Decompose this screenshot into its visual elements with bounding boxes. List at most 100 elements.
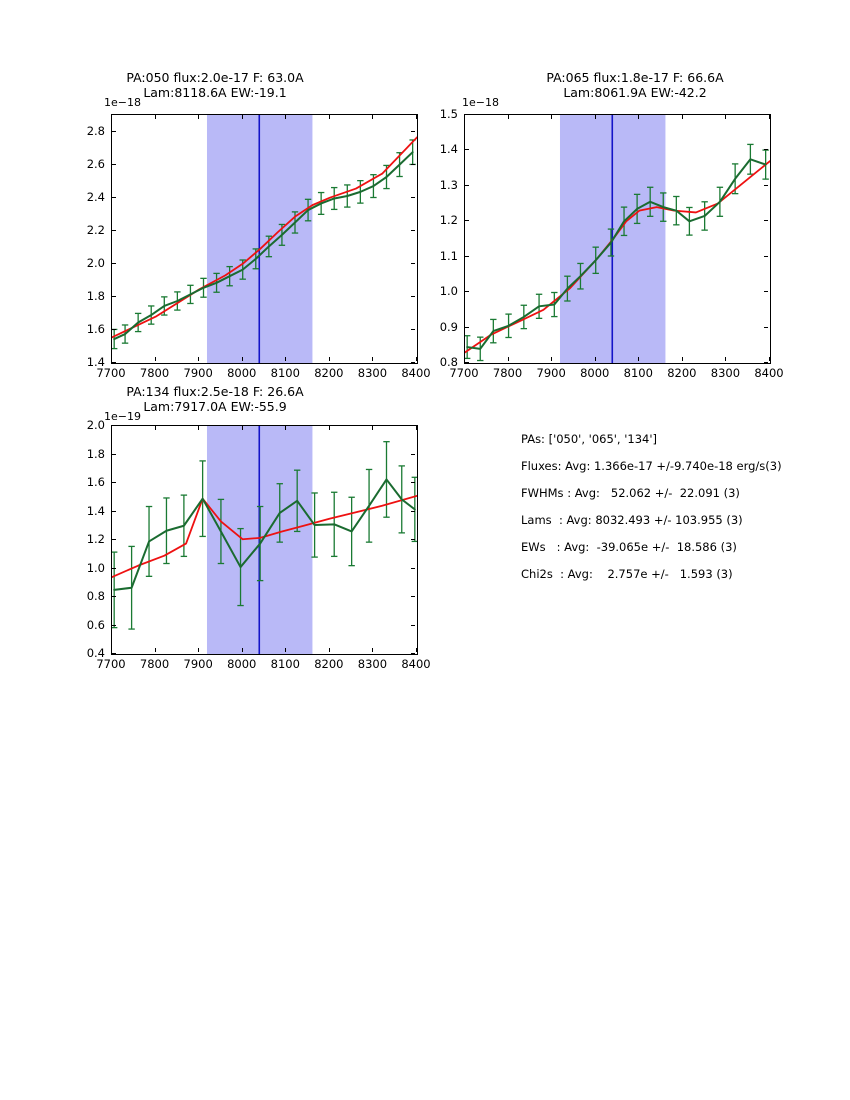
y-axis-tick-label: 1.6 (86, 321, 105, 336)
x-axis-tick (638, 115, 640, 119)
y-axis-tick-label: 1.5 (439, 107, 458, 121)
x-axis-tick-label: 8400 (401, 657, 431, 671)
y-axis-tick (411, 196, 415, 198)
y-axis-tick-label: 1.6 (86, 475, 105, 489)
y-axis-tick (411, 425, 415, 426)
x-axis-tick (372, 426, 374, 430)
y-axis-tick-label: 0.9 (439, 319, 458, 334)
y-axis-tick (112, 362, 116, 363)
x-axis-tick (111, 357, 112, 361)
x-axis-tick (769, 357, 770, 361)
x-axis-tick (241, 648, 243, 652)
observed-spectrum-line (113, 151, 414, 341)
y-axis-tick-label: 1.2 (86, 532, 105, 546)
x-axis-tick (464, 357, 465, 361)
x-axis-tick-label: 7800 (139, 366, 170, 380)
y-axis-tick (764, 114, 768, 115)
y-axis-tick (112, 596, 116, 597)
x-axis-tick-label: 8300 (357, 366, 388, 380)
x-axis-tick (198, 357, 200, 361)
y-axis-tick (411, 653, 415, 654)
x-axis-tick (285, 115, 287, 119)
observed-spectrum-line (466, 158, 767, 350)
y-axis-tick (112, 196, 116, 198)
y-axis-tick-label: 1.0 (439, 284, 458, 299)
x-axis-tick (241, 115, 243, 119)
stats-line-pas: PAs: ['050', '065', '134'] (521, 432, 658, 446)
y-axis-tick (112, 295, 116, 297)
y-axis-tick (764, 149, 768, 151)
x-axis-tick (507, 357, 509, 361)
x-axis-tick-label: 8300 (710, 366, 741, 380)
x-axis-tick-label: 8000 (580, 366, 610, 380)
panel-title-line1: PA:065 flux:1.8e-17 F: 66.6A (546, 70, 724, 85)
x-axis-tick (111, 648, 112, 652)
stats-line-fwhms: FWHMs : Avg: 52.062 +/- 22.091 (3) (521, 486, 740, 500)
x-axis-tick (198, 115, 200, 119)
x-axis-tick-label: 8200 (314, 657, 344, 671)
x-axis-tick-label: 8400 (401, 366, 431, 380)
plot-area-pa-065[interactable] (464, 114, 771, 364)
y-axis-tick (112, 262, 116, 264)
y-axis-tick-label: 1.2 (439, 213, 458, 228)
y-axis-tick (465, 220, 469, 222)
y-axis-tick (112, 328, 116, 330)
x-axis-tick (725, 115, 727, 119)
x-axis-tick (111, 115, 112, 119)
y-axis-tick (112, 567, 116, 569)
y-axis-tick-label: 1.4 (86, 503, 105, 518)
y-axis-tick (112, 653, 116, 654)
y-axis-tick (764, 326, 768, 328)
x-axis-tick (241, 426, 243, 430)
y-axis-tick (112, 130, 116, 132)
x-axis-tick-label: 8100 (623, 366, 653, 380)
x-axis-tick (594, 357, 596, 361)
x-axis-tick (416, 357, 417, 361)
y-axis-tick (764, 291, 768, 293)
panel-title-line2: Lam:8061.9A EW:-42.2 (563, 85, 707, 100)
x-axis-tick-label: 7900 (183, 366, 213, 380)
x-axis-tick (328, 648, 330, 652)
plot-area-pa-050[interactable] (111, 114, 418, 364)
y-axis-tick (411, 624, 415, 626)
y-axis-tick-label: 0.8 (439, 355, 458, 369)
chart-svg (465, 115, 770, 363)
y-axis-tick-label: 0.4 (86, 646, 105, 660)
y-axis-tick-label: 2.0 (86, 418, 105, 432)
y-axis-tick (411, 482, 415, 483)
y-axis-tick-label: 1.3 (439, 177, 458, 192)
x-axis-tick (416, 426, 417, 430)
y-axis-tick-label: 1.4 (86, 355, 105, 369)
stats-line-lams: Lams : Avg: 8032.493 +/- 103.955 (3) (521, 513, 743, 527)
x-axis-tick-label: 8400 (754, 366, 784, 380)
x-axis-tick (328, 115, 330, 119)
y-axis-tick (411, 510, 415, 512)
y-axis-tick-label: 2.8 (86, 123, 105, 138)
panel-pa-050: PA:050 flux:2.0e-17 F: 63.0A Lam:8118.6A… (0, 0, 431, 380)
plot-area-pa-134[interactable] (111, 425, 418, 655)
x-axis-tick (328, 357, 330, 361)
observed-spectrum-line (113, 478, 416, 591)
x-axis-tick-label: 7900 (183, 657, 213, 671)
y-axis-tick-label: 0.8 (86, 589, 105, 603)
y-axis-tick (411, 130, 415, 132)
y-axis-offset-label: 1e−18 (104, 96, 141, 109)
y-axis-tick (465, 326, 469, 328)
y-axis-tick (764, 255, 768, 257)
x-axis-tick-label: 8000 (227, 657, 257, 671)
x-axis-tick (285, 648, 287, 652)
panel-title-line1: PA:050 flux:2.0e-17 F: 63.0A (126, 70, 304, 85)
x-axis-tick-label: 7700 (449, 366, 479, 380)
y-axis-tick-label: 1.8 (86, 446, 105, 461)
stats-line-fluxes: Fluxes: Avg: 1.366e-17 +/-9.740e-18 erg/… (521, 459, 782, 473)
y-axis-tick (764, 220, 768, 222)
y-axis-tick-label: 2.0 (86, 255, 105, 270)
model-fit-line (112, 494, 417, 578)
x-axis-tick-label: 7800 (492, 366, 523, 380)
y-axis-tick-label: 1.1 (439, 248, 458, 263)
x-axis-tick (198, 426, 200, 430)
y-axis-tick (465, 114, 469, 115)
x-axis-tick-label: 7700 (96, 366, 126, 380)
x-axis-tick (285, 357, 287, 361)
